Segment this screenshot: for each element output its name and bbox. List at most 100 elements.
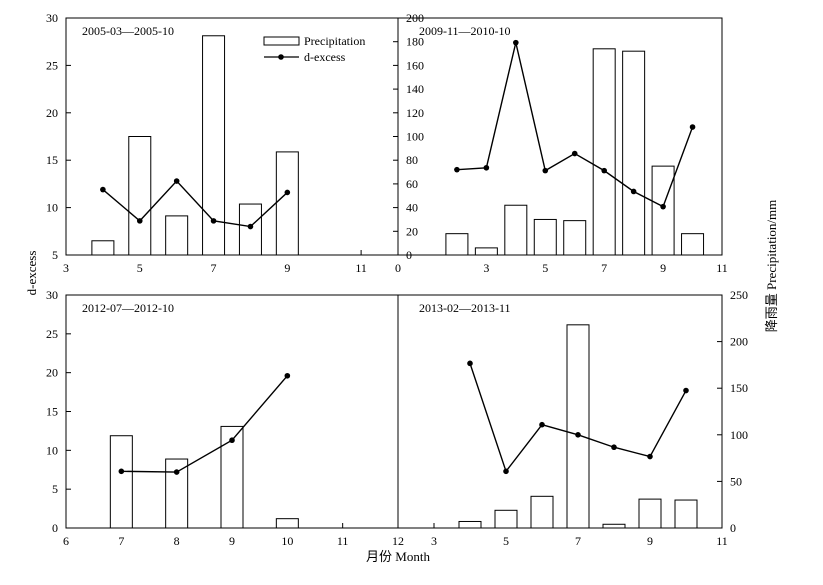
d-excess-point xyxy=(247,223,254,230)
x-tick-label: 7 xyxy=(601,261,607,275)
precipitation-bar xyxy=(445,233,469,256)
d-excess-point xyxy=(571,150,578,157)
y-tick-label-right: 100 xyxy=(406,130,424,144)
d-excess-point xyxy=(210,218,217,224)
x-tick-label: 9 xyxy=(660,261,666,275)
y-tick-label-left: 15 xyxy=(46,153,58,167)
x-tick-label: 11 xyxy=(337,534,349,548)
precipitation-bar xyxy=(474,247,498,256)
panel-label-4: 2013-02—2013-11 xyxy=(419,301,511,315)
precipitation-bar xyxy=(109,435,133,529)
x-tick-label: 0 xyxy=(395,261,401,275)
d-excess-point xyxy=(173,469,180,475)
y-tick-label-right: 150 xyxy=(730,381,748,395)
precipitation-bar xyxy=(275,151,299,256)
x-tick-label: 5 xyxy=(137,261,143,275)
y-tick-label-right: 40 xyxy=(406,201,418,215)
y-tick-label-left: 30 xyxy=(46,288,58,302)
panel-label-1: 2005-03—2005-10 xyxy=(82,24,174,38)
d-excess-point xyxy=(483,164,490,171)
y-tick-label-right: 50 xyxy=(730,474,742,488)
precipitation-bar xyxy=(202,35,226,256)
precipitation-bar xyxy=(602,523,626,529)
d-excess-point xyxy=(284,372,291,379)
y-tick-label-right: 160 xyxy=(406,58,424,72)
d-excess-line xyxy=(121,375,288,473)
d-excess-line xyxy=(102,180,288,228)
y-tick-label-left: 30 xyxy=(46,11,58,25)
precipitation-bar xyxy=(91,240,115,256)
x-tick-label: 7 xyxy=(575,534,581,548)
y-tick-label-left: 10 xyxy=(46,443,58,457)
d-excess-point xyxy=(467,360,473,367)
x-tick-label: 5 xyxy=(503,534,509,548)
precipitation-bar xyxy=(651,165,675,256)
y-axis-right-title: 降雨量 Precipitation/mm xyxy=(764,200,779,333)
y-tick-label-left: 25 xyxy=(46,58,58,72)
y-tick-label-left: 0 xyxy=(52,521,58,535)
y-axis-left-title: d-excess xyxy=(24,251,39,296)
precipitation-bar xyxy=(220,425,244,529)
precipitation-bar xyxy=(563,220,587,256)
panel-label-2: 2009-11—2010-10 xyxy=(419,24,511,38)
y-tick-label-right: 60 xyxy=(406,177,418,191)
y-tick-label-left: 20 xyxy=(46,366,58,380)
d-excess-point xyxy=(611,444,617,451)
y-tick-label-right: 0 xyxy=(406,248,412,262)
d-excess-point xyxy=(539,421,545,428)
y-tick-label-left: 10 xyxy=(46,201,58,215)
x-tick-label: 9 xyxy=(284,261,290,275)
d-excess-point xyxy=(100,186,106,193)
d-excess-point xyxy=(118,468,125,475)
precipitation-bar xyxy=(275,518,299,529)
precipitation-bar xyxy=(681,233,705,256)
x-tick-label: 3 xyxy=(483,261,489,275)
y-tick-label-left: 5 xyxy=(52,248,58,262)
precipitation-bar xyxy=(533,218,557,256)
precipitation-bar xyxy=(458,520,482,529)
y-tick-label-left: 25 xyxy=(46,327,58,341)
y-tick-label-right: 250 xyxy=(730,288,748,302)
y-tick-label-right: 80 xyxy=(406,153,418,167)
x-tick-label: 10 xyxy=(281,534,293,548)
x-tick-label: 7 xyxy=(118,534,124,548)
d-excess-point xyxy=(601,167,607,174)
x-tick-label: 7 xyxy=(211,261,217,275)
precipitation-bar xyxy=(504,204,528,256)
legend-precipitation-label: Precipitation xyxy=(304,34,365,48)
x-tick-label: 11 xyxy=(355,261,367,275)
precipitation-bar xyxy=(128,136,152,256)
precipitation-bar xyxy=(566,324,590,529)
x-tick-label: 3 xyxy=(63,261,69,275)
d-excess-point xyxy=(173,178,180,184)
precipitation-bar xyxy=(238,203,262,256)
y-tick-label-right: 120 xyxy=(406,106,424,120)
x-tick-label: 11 xyxy=(716,261,728,275)
x-tick-label: 8 xyxy=(174,534,180,548)
x-tick-label: 3 xyxy=(431,534,437,548)
precipitation-bar xyxy=(622,50,646,256)
legend-d-excess-marker xyxy=(278,54,284,60)
x-tick-label: 9 xyxy=(229,534,235,548)
y-tick-label-right: 20 xyxy=(406,224,418,238)
legend-precipitation-swatch xyxy=(263,36,300,46)
y-tick-label-right: 0 xyxy=(730,521,736,535)
d-excess-point xyxy=(229,437,235,444)
d-excess-point xyxy=(689,124,696,130)
x-tick-label: 9 xyxy=(647,534,653,548)
precipitation-bar xyxy=(530,495,554,529)
d-excess-point xyxy=(660,203,666,210)
y-tick-label-right: 180 xyxy=(406,35,424,49)
y-tick-label-left: 15 xyxy=(46,405,58,419)
panel-label-3: 2012-07—2012-10 xyxy=(82,301,174,315)
d-excess-point xyxy=(136,218,143,224)
bottom-frame xyxy=(65,294,723,529)
precipitation-bar xyxy=(494,509,518,529)
precipitation-bar xyxy=(165,458,189,529)
d-excess-point xyxy=(647,453,653,460)
y-tick-label-right: 140 xyxy=(406,82,424,96)
d-excess-point xyxy=(683,387,689,394)
legend: Precipitation d-excess xyxy=(263,34,365,64)
y-tick-label-left: 20 xyxy=(46,106,58,120)
y-tick-label-left: 5 xyxy=(52,482,58,496)
